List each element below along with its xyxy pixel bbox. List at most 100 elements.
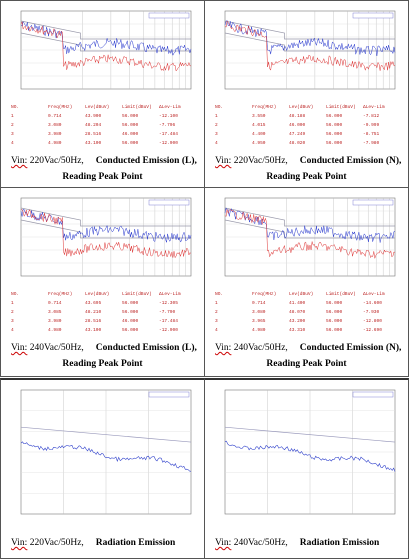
table-cell: -12.800	[363, 319, 382, 324]
table-cell: -7.812	[363, 114, 380, 119]
table-row: 1 0.714 41.400 56.000 -14.600	[215, 299, 400, 308]
table-header-cell: Freq(MHz)	[252, 105, 277, 110]
limit-line	[224, 32, 395, 52]
table-cell: 56.000	[326, 141, 343, 146]
table-cell: 48.070	[289, 310, 306, 315]
table-cell: 1	[11, 301, 14, 306]
table-cell: 56.000	[326, 123, 343, 128]
legend-box	[352, 199, 394, 206]
caption-line: Vin: 220Vac/50Hz, Conducted Emission (L),	[1, 153, 204, 169]
table-cell: 4.980	[252, 328, 266, 333]
table-cell: -12.900	[159, 328, 178, 333]
legend-box	[148, 199, 190, 206]
emission-type: Conducted Emission (L),	[95, 343, 197, 353]
legend-box	[352, 12, 394, 19]
table-cell: 56.000	[122, 114, 139, 119]
table-header-cell: Limit(dBuV)	[122, 105, 152, 110]
reading: Reading Peak Point	[266, 359, 347, 369]
panel: NO. Freq(MHz) Lev(dBuV) Limit(dBuV) ΔLev-Lim…	[204, 187, 409, 377]
caption: Vin: 220Vac/50Hz, Conducted Emission (N),…	[205, 153, 408, 185]
table-header-cell: Freq(MHz)	[48, 292, 73, 297]
table-cell: 48.020	[289, 141, 306, 146]
trace	[224, 20, 396, 72]
table-cell: 28.516	[85, 319, 102, 324]
table-cell: 56.000	[326, 319, 343, 324]
caption-line: Vin: 240Vac/50Hz, Radiation Emission	[205, 535, 408, 551]
table-cell: -7.790	[159, 310, 176, 315]
table-header: NO. Freq(MHz) Lev(dBuV) Limit(dBuV) ΔLev-Lim	[11, 103, 196, 112]
table-cell: -14.600	[363, 301, 382, 306]
table-cell: -17.484	[159, 319, 178, 324]
table-cell: -17.484	[159, 132, 178, 137]
table-cell: 56.000	[122, 310, 139, 315]
table-cell: 56.000	[326, 301, 343, 306]
trace	[20, 209, 192, 259]
table-header-cell: NO.	[11, 292, 20, 297]
table-cell: 48.210	[85, 310, 102, 315]
table-cell: 3.085	[48, 310, 62, 315]
limit-line	[224, 20, 395, 40]
table-cell: 4	[215, 328, 218, 333]
table-cell: 0.714	[48, 114, 62, 119]
spectrum-plot	[20, 197, 192, 277]
caption-line: Vin: 220Vac/50Hz, Conducted Emission (N),	[205, 153, 408, 169]
table-header-cell: Freq(MHz)	[252, 292, 277, 297]
reading: Reading Peak Point	[62, 359, 143, 369]
table-cell: 56.000	[326, 328, 343, 333]
reading: Reading Peak Point	[62, 172, 143, 182]
panel: NO. Freq(MHz) Lev(dBuV) Limit(dBuV) ΔLev-Lim…	[204, 0, 409, 188]
emission-type: Conducted Emission (L),	[95, 156, 197, 166]
trace	[20, 208, 192, 243]
limit-line	[20, 219, 191, 239]
condition: 240Vac/50Hz,	[233, 343, 288, 353]
trace	[20, 20, 192, 72]
table-cell: 56.000	[326, 310, 343, 315]
table-cell: 1	[215, 301, 218, 306]
table-header-cell: NO.	[215, 105, 224, 110]
caption: Vin: 220Vac/50Hz, Conducted Emission (L),…	[1, 153, 204, 185]
table-cell: -7.980	[363, 141, 380, 146]
spectrum-plot	[224, 389, 396, 515]
table-cell: 43.100	[85, 328, 102, 333]
caption: Vin: 240Vac/50Hz, Conducted Emission (N),…	[205, 340, 408, 372]
table-cell: 56.000	[122, 123, 139, 128]
table-header-cell: ΔLev-Lim	[159, 105, 181, 110]
table-cell: -12.305	[159, 301, 178, 306]
table-cell: 46.000	[289, 123, 306, 128]
condition: 220Vac/50Hz,	[29, 156, 84, 166]
caption: Vin: 220Vac/50Hz, Radiation Emission	[1, 535, 204, 551]
table-row: 3 3.980 28.516 46.000 -17.484	[11, 317, 196, 326]
legend-box	[148, 391, 190, 398]
table-row: 1 0.714 43.695 56.000 -12.305	[11, 299, 196, 308]
table-cell: 56.000	[326, 114, 343, 119]
trace	[224, 208, 396, 259]
emission-type: Radiation Emission	[95, 538, 176, 548]
trace	[20, 21, 192, 56]
table-cell: 2	[215, 123, 218, 128]
table-cell: 28.516	[85, 132, 102, 137]
panel: NO. Freq(MHz) Lev(dBuV) Limit(dBuV) ΔLev-Lim…	[0, 187, 205, 377]
table-header: NO. Freq(MHz) Lev(dBuV) Limit(dBuV) ΔLev-Lim	[11, 290, 196, 299]
trace	[224, 440, 396, 472]
table-cell: 3	[11, 132, 14, 137]
table-cell: 4.950	[252, 141, 266, 146]
table-cell: 0.714	[252, 301, 266, 306]
table-row: 3 3.980 28.516 46.000 -17.484	[11, 130, 196, 139]
vin-label: Vin:	[11, 538, 28, 548]
table-header-cell: Limit(dBuV)	[326, 105, 356, 110]
table-header-cell: Lev(dBuV)	[85, 105, 110, 110]
table-cell: 4.400	[252, 132, 266, 137]
table-cell: 3.965	[252, 319, 266, 324]
table-cell: 4.980	[48, 141, 62, 146]
limit-line	[20, 20, 191, 40]
table-cell: 2	[11, 123, 14, 128]
table-header-cell: NO.	[215, 292, 224, 297]
table-row: 2 3.080 48.204 56.000 -7.796	[11, 121, 196, 130]
limit-line	[20, 207, 191, 227]
table-cell: 3.980	[48, 132, 62, 137]
spectrum-plot	[224, 197, 396, 277]
table-cell: 4	[215, 141, 218, 146]
table-cell: 3	[11, 319, 14, 324]
table-cell: -12.690	[363, 328, 382, 333]
